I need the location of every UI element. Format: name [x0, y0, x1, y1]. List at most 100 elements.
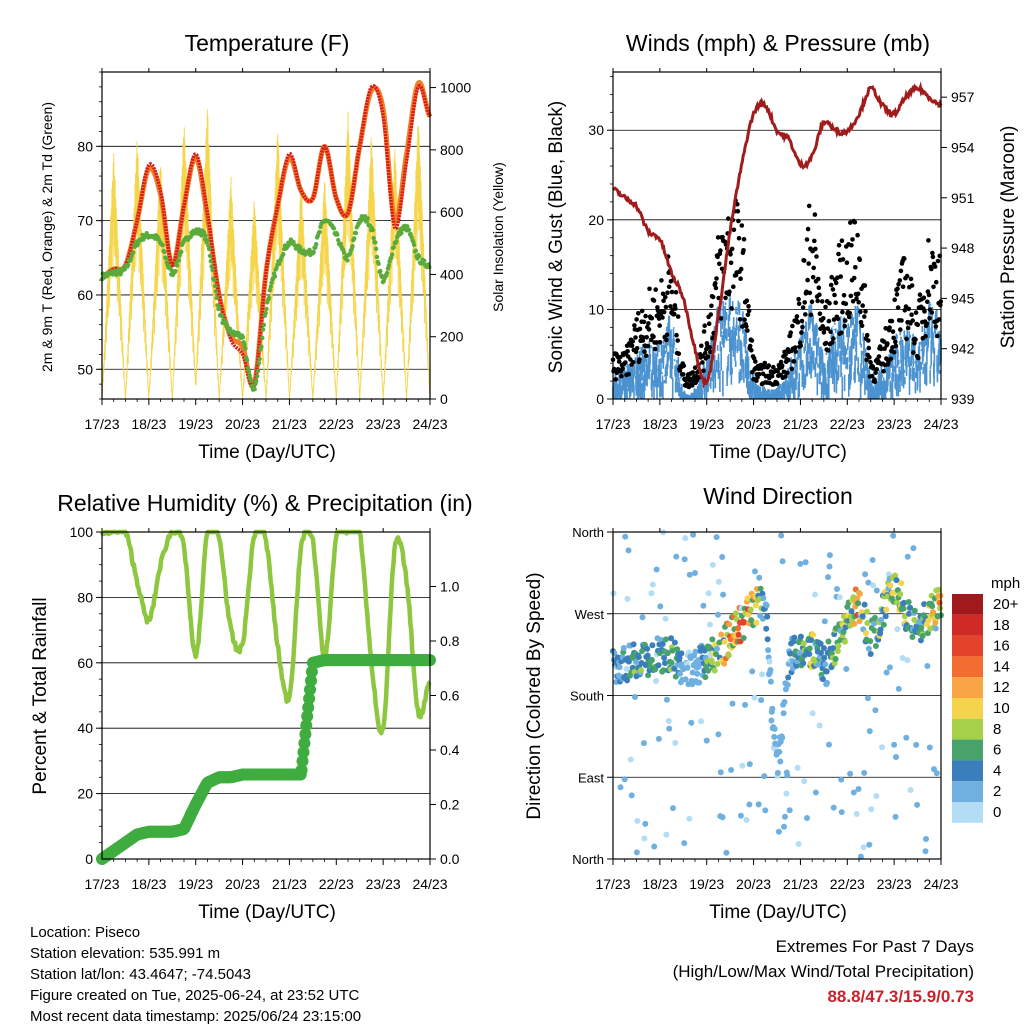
gust-point — [779, 363, 785, 369]
gust-point — [926, 292, 932, 298]
gust-point — [690, 383, 695, 388]
direction-point — [719, 814, 726, 821]
direction-point — [678, 650, 685, 657]
direction-point — [764, 613, 771, 620]
direction-point — [913, 741, 920, 748]
direction-point — [775, 828, 782, 835]
gust-point — [676, 351, 682, 357]
direction-point — [714, 645, 720, 652]
gust-point — [651, 298, 657, 303]
direction-point — [741, 619, 748, 626]
legend-title: mph — [991, 575, 1020, 592]
extremes-block: Extremes For Past 7 Days (High/Low/Max W… — [673, 934, 974, 1009]
direction-point — [774, 769, 781, 776]
direction-point — [668, 635, 675, 642]
direction-point — [776, 748, 783, 755]
direction-point — [676, 654, 683, 661]
direction-point — [686, 815, 693, 822]
latlon-text: Station lat/lon: 43.4647; -74.5043 — [30, 966, 252, 983]
dewpoint-point — [173, 268, 178, 274]
gust-point — [796, 301, 802, 307]
direction-point — [834, 648, 841, 654]
dewpoint-point — [272, 274, 278, 279]
direction-point — [752, 602, 759, 609]
gust-point — [850, 237, 855, 242]
gust-point — [836, 243, 842, 248]
gust-point — [626, 371, 631, 377]
temperature-xlabel: Time (Day/UTC) — [198, 442, 336, 463]
direction-point — [832, 656, 839, 662]
legend-swatch — [952, 781, 983, 802]
direction-point — [726, 621, 733, 628]
legend-label: 2 — [993, 783, 1001, 800]
gust-point — [910, 318, 915, 323]
direction-point — [703, 737, 710, 744]
gust-point — [831, 317, 837, 322]
direction-point — [854, 595, 861, 602]
dewpoint-point — [207, 253, 213, 259]
direction-point — [720, 591, 727, 598]
x-tick-label: 17/23 — [84, 876, 119, 892]
gust-point — [655, 308, 661, 314]
x-tick-label: 18/23 — [131, 876, 166, 892]
gust-point — [933, 324, 939, 329]
dewpoint-point — [313, 245, 318, 250]
dewpoint-point — [389, 252, 395, 257]
gust-point — [926, 238, 931, 243]
dewpoint-point — [378, 268, 383, 274]
gust-point — [908, 276, 914, 282]
gust-point — [869, 373, 875, 379]
dewpoint-point — [206, 243, 211, 248]
y-tick-label: 60 — [77, 655, 93, 671]
gust-point — [766, 363, 772, 368]
y-tick-label: South — [570, 689, 604, 704]
direction-point — [786, 807, 793, 814]
y-right-tick-label: 951 — [951, 190, 975, 206]
direction-point — [864, 620, 871, 626]
dewpoint-point — [246, 368, 251, 374]
gust-point — [643, 353, 649, 359]
dewpoint-point — [314, 242, 319, 247]
gust-point — [799, 330, 804, 335]
dewpoint-point — [210, 267, 215, 273]
direction-point — [757, 585, 764, 592]
gust-point — [832, 292, 837, 298]
gust-point — [927, 316, 932, 321]
direction-point — [627, 756, 634, 763]
gust-point — [645, 343, 651, 349]
gust-point — [710, 294, 716, 300]
direction-point — [681, 840, 688, 847]
gust-point — [823, 340, 829, 346]
direction-point — [715, 731, 722, 738]
direction-point — [906, 610, 913, 617]
direction-point — [892, 572, 899, 579]
legend-label: 0 — [993, 804, 1001, 821]
direction-point — [871, 614, 878, 621]
dewpoint-point — [331, 226, 337, 231]
winds-axes: 0 10 20 30 939 942 945 948 951 954 957 17/23 18/23 19… — [588, 68, 975, 432]
direction-xlabel: Time (Day/UTC) — [709, 902, 847, 923]
y-tick-label: 70 — [77, 213, 93, 229]
gust-point — [842, 323, 847, 329]
gust-point — [823, 304, 828, 310]
direction-point — [707, 621, 713, 628]
station-info: Location: Piseco Station elevation: 535.… — [30, 922, 361, 1027]
direction-point — [660, 667, 667, 674]
direction-point — [688, 719, 695, 726]
gust-point — [639, 308, 645, 314]
direction-point — [847, 770, 854, 777]
gust-point — [642, 349, 647, 354]
precip-series — [96, 654, 436, 865]
direction-point — [838, 776, 845, 783]
legend-swatch — [952, 802, 983, 823]
extremes-subtitle: (High/Low/Max Wind/Total Precipitation) — [672, 962, 974, 981]
gust-point — [651, 334, 656, 340]
direction-point — [780, 710, 787, 717]
direction-point — [655, 662, 662, 669]
direction-point — [719, 554, 726, 560]
gust-point — [842, 318, 848, 323]
gust-point — [881, 369, 886, 374]
gust-point — [924, 321, 930, 327]
direction-point — [642, 820, 649, 827]
gust-point — [714, 276, 719, 281]
